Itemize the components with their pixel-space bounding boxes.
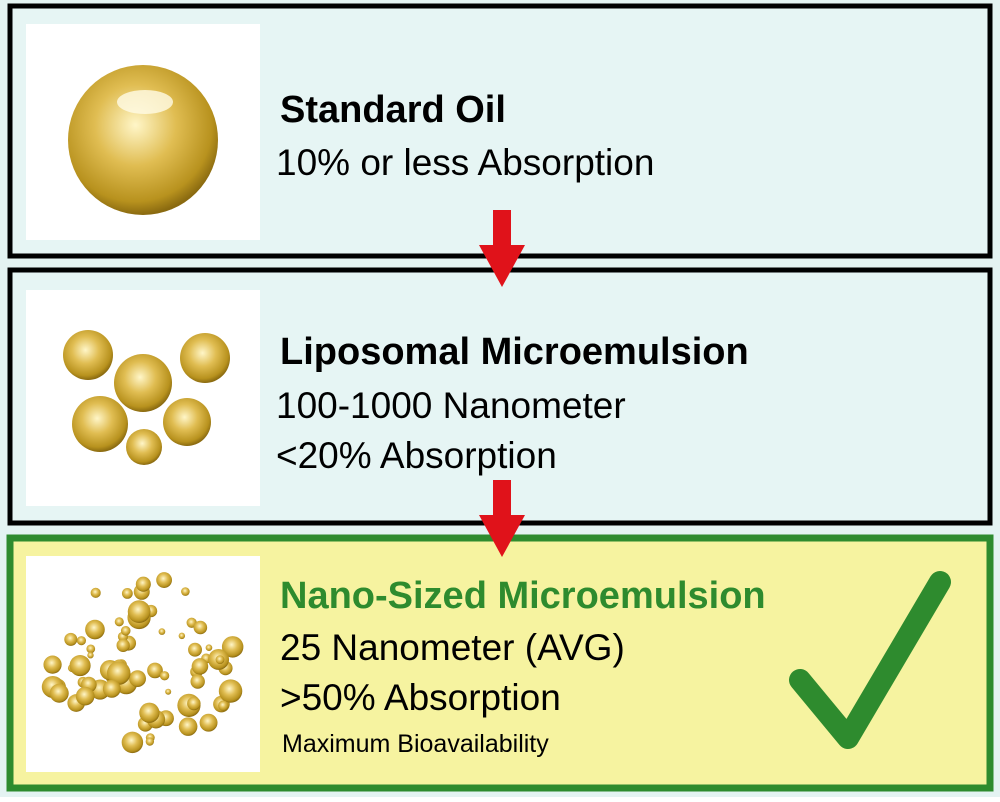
checkmark <box>789 571 951 749</box>
panel-title: Standard Oil <box>280 89 506 131</box>
oil-bubble <box>147 662 163 679</box>
oil-bubble <box>114 617 124 627</box>
panel-title: Nano-Sized Microemulsion <box>280 575 766 617</box>
oil-bubble <box>87 652 94 659</box>
oil-bubble <box>127 600 151 624</box>
oil-bubble <box>205 644 213 652</box>
oil-bubble <box>190 674 205 689</box>
oil-bubble <box>102 679 121 698</box>
oil-bubble <box>90 587 101 598</box>
panel-line: <20% Absorption <box>276 435 557 476</box>
oil-bubble <box>165 688 172 695</box>
panel-line: 100-1000 Nanometer <box>276 385 626 426</box>
oil-drops <box>63 330 230 465</box>
oil-bubble <box>116 638 130 652</box>
oil-bubble <box>64 632 78 646</box>
oil-bubble <box>43 655 62 674</box>
oil-bubble <box>215 655 225 665</box>
oil-bubble <box>75 686 95 706</box>
oil-bubble <box>85 619 105 640</box>
oil-bubble <box>193 620 208 635</box>
oil-bubble <box>76 636 86 646</box>
arrow <box>479 210 525 287</box>
oil-bubble <box>218 679 243 703</box>
oil-bubble <box>191 658 209 675</box>
oil-bubble <box>106 661 131 685</box>
panel-title: Liposomal Microemulsion <box>280 331 749 373</box>
panel-line: 25 Nanometer (AVG) <box>280 627 625 668</box>
oil-bubble <box>69 655 91 677</box>
highlight <box>117 90 173 114</box>
oil-bubble <box>129 670 146 688</box>
panel-line: >50% Absorption <box>280 677 561 718</box>
oil-drop <box>68 65 218 215</box>
oil-bubble <box>178 632 186 640</box>
arrow <box>479 480 525 557</box>
oil-bubble <box>221 636 244 658</box>
oil-bubble <box>49 683 69 703</box>
oil-bubble <box>145 737 155 746</box>
oil-bubble <box>181 587 190 596</box>
panel-line: Maximum Bioavailability <box>282 730 549 758</box>
oil-bubble <box>121 731 144 754</box>
oil-bubble <box>156 572 173 588</box>
oil-bubble <box>86 644 96 654</box>
oil-bubble <box>158 628 166 635</box>
oil-bubble <box>139 702 160 723</box>
panel-line: 10% or less Absorption <box>276 142 654 183</box>
oil-bubble <box>188 642 202 657</box>
oil-bubbles <box>41 572 244 754</box>
oil-bubble <box>199 713 218 732</box>
oil-bubble <box>187 696 201 711</box>
oil-bubble <box>121 587 133 599</box>
oil-bubble <box>178 717 198 736</box>
oil-bubble <box>159 671 170 681</box>
oil-bubble <box>120 625 131 636</box>
oil-bubble <box>218 700 229 711</box>
oil-bubble <box>135 576 151 592</box>
